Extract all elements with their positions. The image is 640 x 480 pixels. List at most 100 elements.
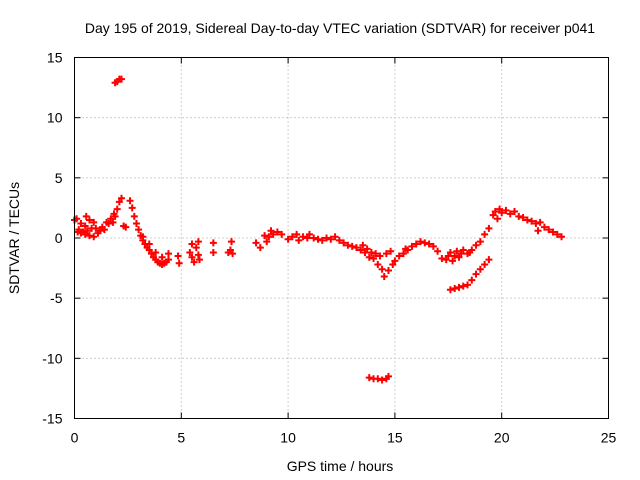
data-point [128,204,136,212]
data-point [425,240,433,248]
data-point [367,248,375,256]
plot-frame [74,57,609,419]
data-point [252,239,260,247]
data-point [408,242,416,250]
data-point [449,257,457,265]
data-point [190,258,198,266]
data-point [305,230,313,238]
data-point [85,232,93,240]
data-point [528,217,536,225]
data-point [195,256,203,264]
data-point [111,212,119,220]
data-point [327,235,335,243]
data-point [429,242,437,250]
y-tick-label: 5 [55,170,63,186]
data-point [459,246,467,254]
data-point [209,248,217,256]
data-point [164,250,172,258]
x-tick-label: 25 [601,430,617,446]
data-points [71,75,566,384]
data-point [188,253,196,261]
data-point [438,254,446,262]
data-point [92,224,100,232]
data-point [384,266,392,274]
data-point [130,212,138,220]
data-point [481,260,489,268]
data-point [372,250,380,258]
data-point [387,247,395,255]
data-point [263,238,271,246]
data-point [389,260,397,268]
data-point [77,220,85,228]
data-point [174,252,182,260]
data-point [363,245,371,253]
data-point [472,270,480,278]
data-point [81,222,89,230]
x-tick-label: 0 [71,430,79,446]
data-point [481,230,489,238]
data-point [145,246,153,254]
data-point [117,194,125,202]
data-point [135,226,143,234]
data-point [468,246,476,254]
data-point [314,235,322,243]
chart-title: Day 195 of 2019, Sidereal Day-to-day VTE… [85,20,595,36]
data-point [404,246,412,254]
data-point [380,273,388,281]
data-point [186,248,194,256]
data-point [139,233,147,241]
data-point [451,252,459,260]
data-point [357,246,365,254]
data-point [348,242,356,250]
data-point [335,236,343,244]
data-point [256,244,264,252]
data-point [506,210,514,218]
data-point [376,252,384,260]
data-point [344,241,352,249]
data-point [532,220,540,228]
data-point [192,244,200,252]
data-point [158,253,166,261]
data-point [295,236,303,244]
axis-ticks: 0 5 10 15 20 25 -15 -10 -5 0 5 10 15 [42,50,616,446]
data-point [331,233,339,241]
data-point [421,239,429,247]
data-point [194,238,202,246]
data-point [117,75,125,83]
data-point [269,230,277,238]
data-point [378,376,386,384]
data-point [515,212,523,220]
data-point [107,215,115,223]
data-point [451,285,459,293]
x-tick-label: 10 [280,430,296,446]
data-point [164,256,172,264]
x-axis-label: GPS time / hours [287,458,394,474]
data-point [382,250,390,258]
data-point [147,250,155,258]
data-point [553,230,561,238]
data-point [496,205,504,213]
y-tick-label: 15 [47,50,63,66]
data-point [278,230,286,238]
grid [74,57,609,419]
data-point [464,281,472,289]
data-point [558,233,566,241]
data-point [96,227,104,235]
data-point [457,250,465,258]
data-point [489,211,497,219]
y-tick-label: -5 [50,290,63,306]
data-point [126,197,134,205]
data-point [511,208,519,216]
data-point [175,259,183,267]
data-point [83,227,91,235]
data-point [485,256,493,264]
data-point [523,216,531,224]
data-point [310,234,318,242]
data-point [145,240,153,248]
data-point [446,248,454,256]
data-point [293,230,301,238]
data-point [476,238,484,246]
y-tick-label: 10 [47,110,63,126]
data-point [365,253,373,261]
